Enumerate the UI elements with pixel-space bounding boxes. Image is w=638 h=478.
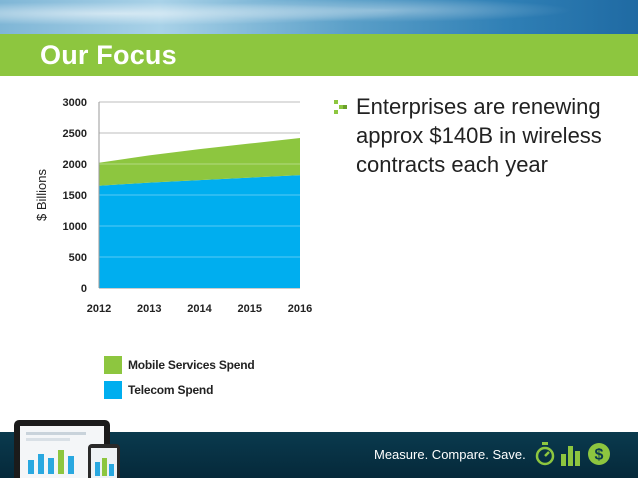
y-tick-label: 0 <box>81 283 87 295</box>
svg-text:$: $ <box>595 447 604 464</box>
banner-glow <box>0 0 638 34</box>
y-tick-label: 3000 <box>63 97 87 109</box>
phone-image <box>88 444 120 478</box>
area-chart-svg: 0 500 1000 1500 2000 2500 3000 2012 2013 2014 2015… <box>34 97 312 315</box>
legend-label-telecom: Telecom Spend <box>128 383 214 397</box>
stopwatch-icon <box>535 442 555 466</box>
y-tick-label: 2000 <box>63 159 87 171</box>
phone-screen <box>91 448 117 478</box>
x-tick-label: 2015 <box>238 303 262 315</box>
y-tick-label: 500 <box>69 252 87 264</box>
y-tick-label: 2500 <box>63 128 87 140</box>
arrow-bullet-icon <box>334 100 347 114</box>
title-bar: Our Focus <box>0 34 638 76</box>
dollar-icon: $ <box>588 443 610 465</box>
area-series-0 <box>99 175 300 288</box>
y-axis-label: $ Billions <box>34 168 49 221</box>
slide-title: Our Focus <box>40 40 177 70</box>
x-tick-label: 2014 <box>187 303 212 315</box>
y-tick-label: 1500 <box>63 190 87 202</box>
bullet-text: Enterprises are renewing approx $140B in… <box>356 94 602 177</box>
legend-swatch-mobile <box>104 356 122 374</box>
bar-chart-icon <box>561 446 580 466</box>
y-tick-label: 1000 <box>63 221 87 233</box>
legend-swatch-telecom <box>104 381 122 399</box>
footer-tagline: Measure. Compare. Save. <box>374 447 526 462</box>
x-tick-label: 2013 <box>137 303 161 315</box>
x-tick-label: 2012 <box>87 303 111 315</box>
legend-label-mobile: Mobile Services Spend <box>128 358 255 372</box>
header-banner <box>0 0 638 34</box>
x-tick-label: 2016 <box>288 303 312 315</box>
area-chart: 0 500 1000 1500 2000 2500 3000 2012 2013 2014 2015… <box>0 80 330 330</box>
area-series-1 <box>99 137 300 186</box>
